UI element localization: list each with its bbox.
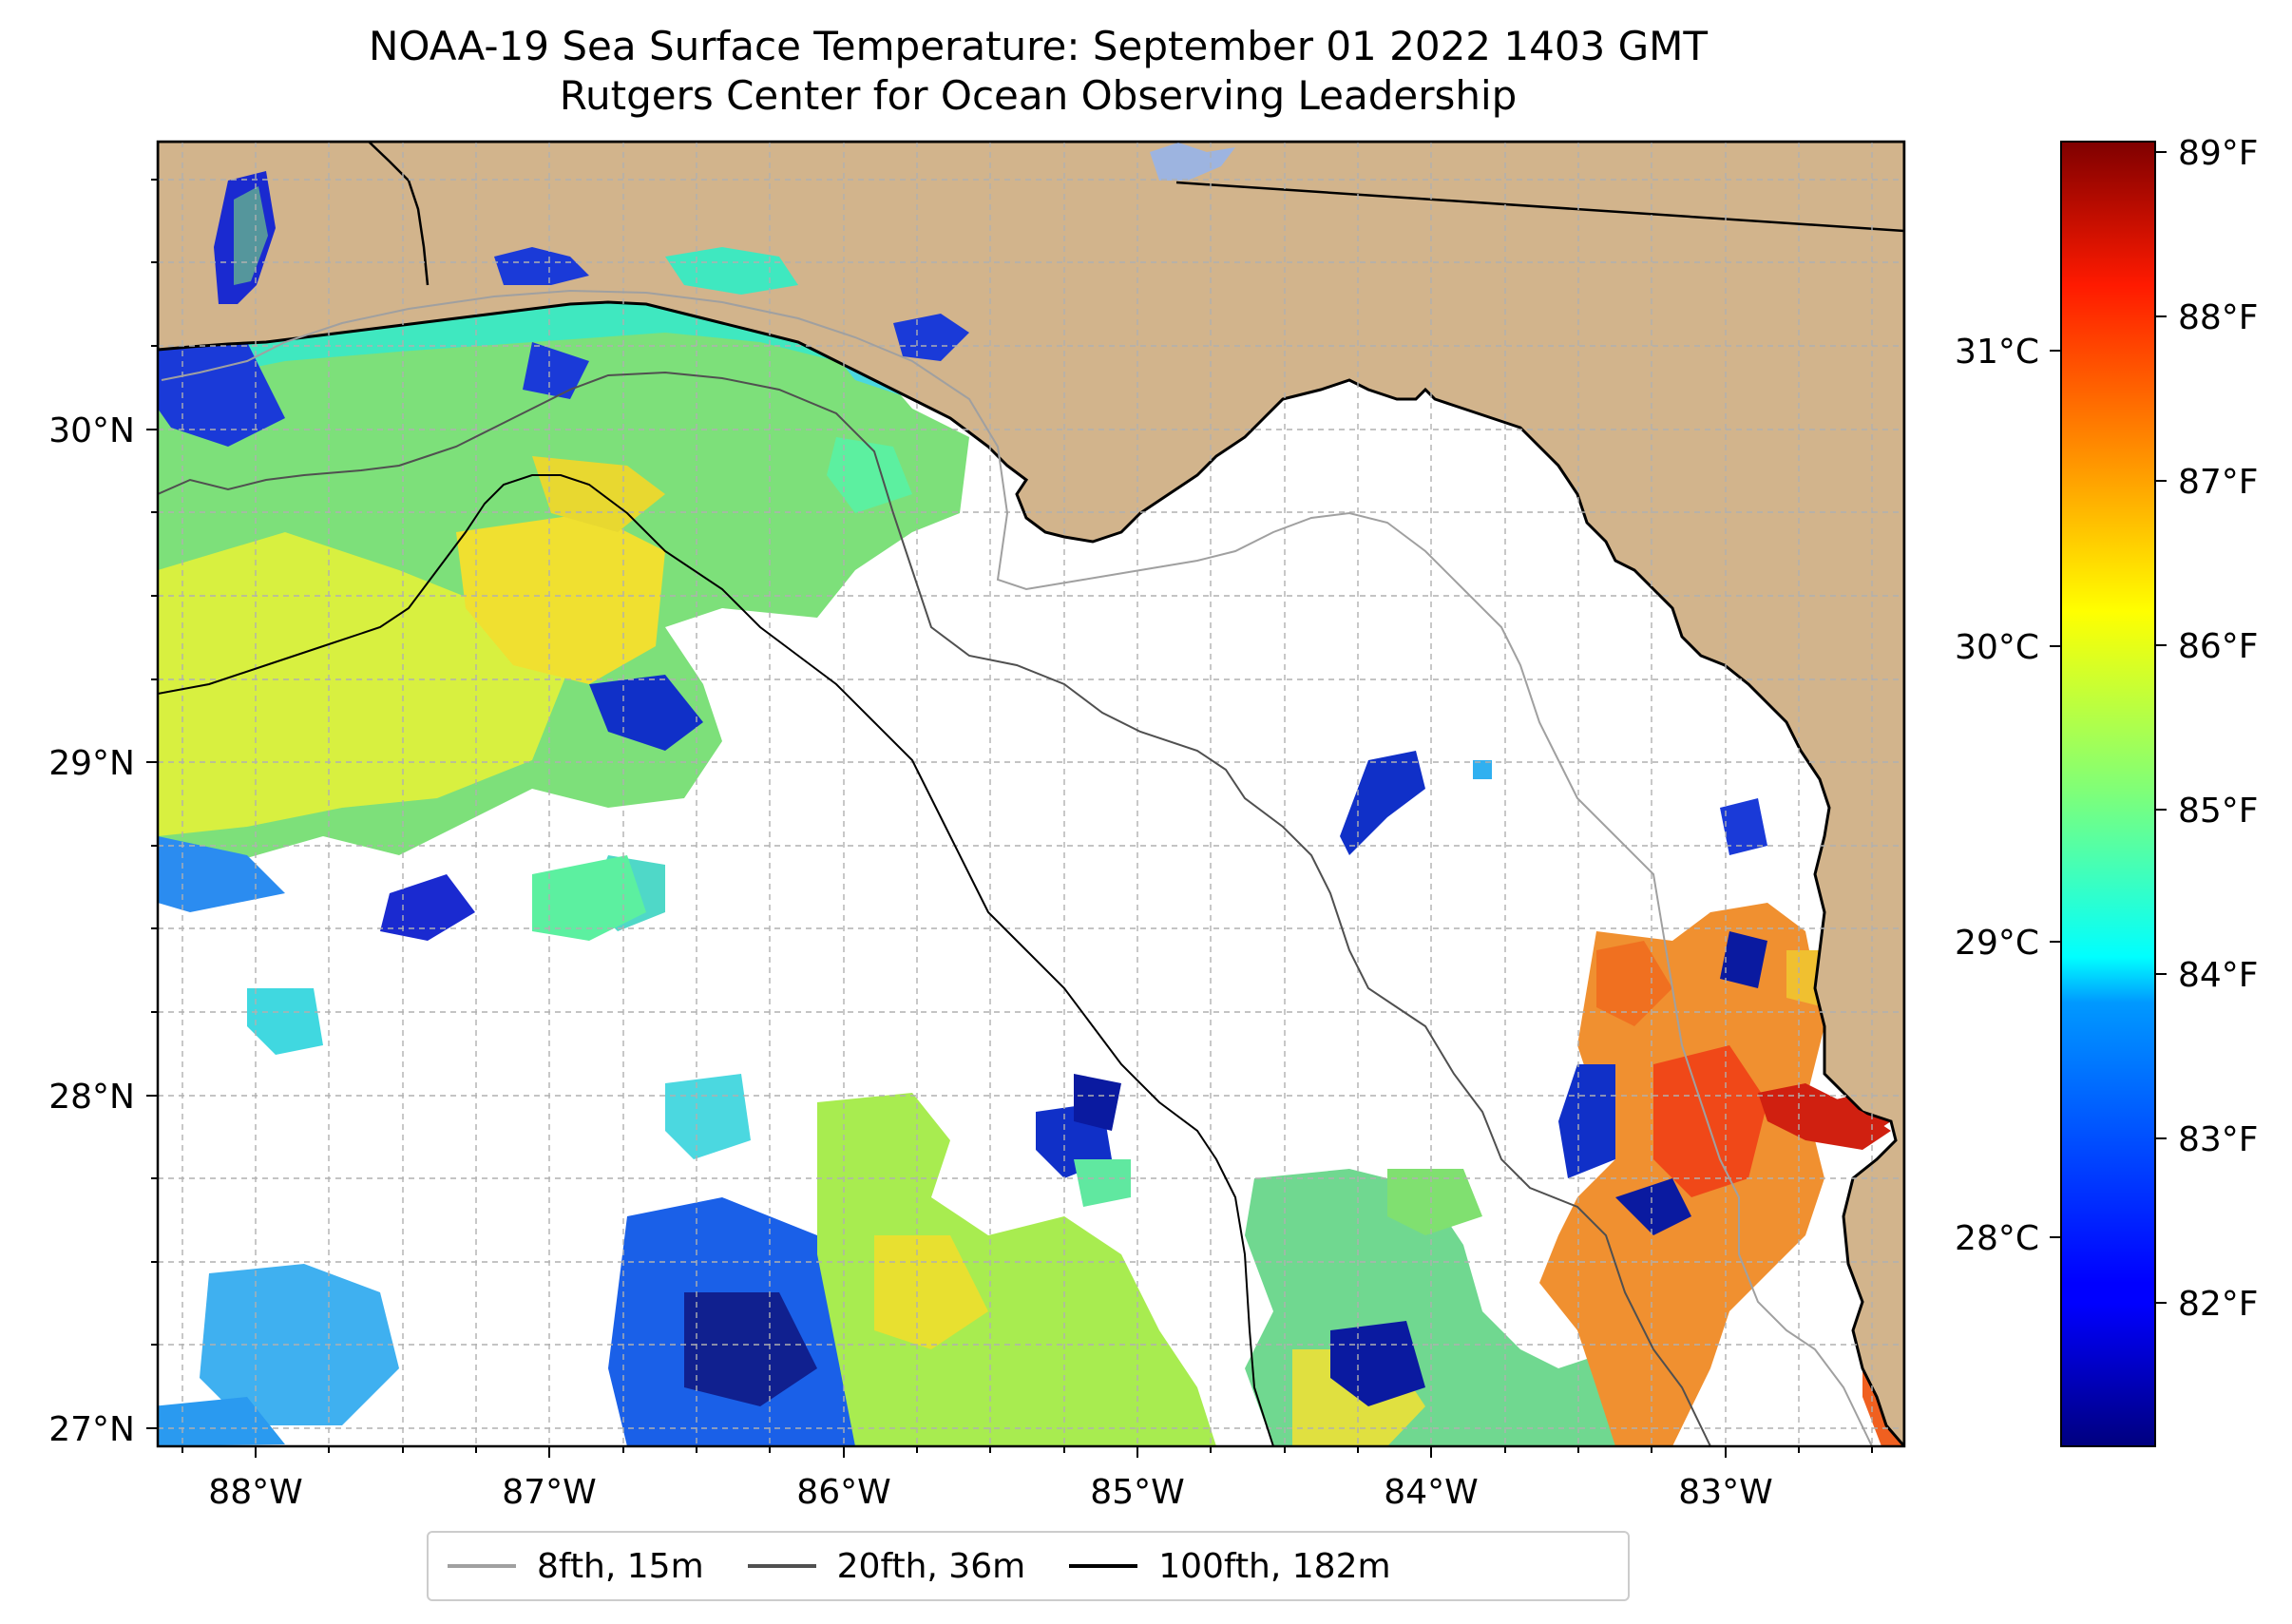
colorbar-fahrenheit-label: 86°F	[2178, 627, 2259, 666]
colorbar-frame	[2060, 141, 2156, 1447]
legend-swatch-100fth	[1069, 1564, 1138, 1568]
colorbar-fahrenheit-label: 87°F	[2178, 463, 2259, 502]
colorbar-fahrenheit-label: 85°F	[2178, 792, 2259, 831]
colorbar: 31°C 30°C 29°C 28°C 89°F 88°F 87°F 86°F …	[1955, 134, 2259, 1447]
mobile-bay-warm	[234, 186, 268, 285]
colorbar-fahrenheit-label: 83°F	[2178, 1120, 2259, 1159]
lon-label: 87°W	[502, 1473, 596, 1512]
lat-label: 27°N	[48, 1410, 135, 1449]
land-mass	[158, 142, 1904, 1446]
pensacola-bay-data	[494, 247, 589, 285]
chart-title-line-1: NOAA-19 Sea Surface Temperature: Septemb…	[368, 23, 1709, 69]
legend-item-20fth: 20fth, 36m	[747, 1546, 1026, 1586]
gridlines	[158, 142, 1904, 1446]
legend-swatch-20fth	[747, 1564, 816, 1568]
lake	[1150, 143, 1235, 181]
colorbar-celsius-label: 30°C	[1955, 628, 2039, 667]
legend-label: 20fth, 36m	[836, 1546, 1026, 1586]
isobath-20fth	[158, 371, 1711, 1446]
state-border-north	[1175, 181, 1904, 233]
isobath-100fth	[158, 474, 1274, 1446]
isobath-legend: 8fth, 15m 20fth, 36m 100fth, 182m	[427, 1531, 1630, 1601]
lat-label: 30°N	[48, 411, 135, 450]
colorbar-celsius-label: 29°C	[1955, 924, 2039, 963]
st-andrews-bay-data	[893, 314, 969, 361]
lon-label: 85°W	[1090, 1473, 1184, 1512]
lon-label: 88°W	[208, 1473, 302, 1512]
lon-label: 86°W	[796, 1473, 890, 1512]
tampa-bay-data	[1758, 1083, 1891, 1150]
sst-data-layer	[158, 276, 1904, 1446]
lon-label: 84°W	[1384, 1473, 1478, 1512]
colorbar-fahrenheit-label: 82°F	[2178, 1285, 2259, 1324]
legend-item-8fth: 8fth, 15m	[448, 1547, 704, 1586]
lon-label: 83°W	[1678, 1473, 1772, 1512]
legend-item-100fth: 100fth, 182m	[1069, 1546, 1391, 1586]
map-frame	[156, 140, 1906, 1448]
lat-label: 28°N	[48, 1078, 135, 1117]
colorbar-fahrenheit-label: 84°F	[2178, 956, 2259, 995]
colorbar-gradient	[2061, 142, 2155, 1446]
legend-label: 8fth, 15m	[537, 1546, 704, 1586]
colorbar-fahrenheit-label: 88°F	[2178, 298, 2259, 337]
state-border-west	[368, 142, 430, 286]
lat-label: 29°N	[48, 744, 135, 783]
legend-label: 100fth, 182m	[1158, 1546, 1391, 1586]
legend-swatch-8fth	[448, 1564, 516, 1568]
colorbar-celsius-label: 28°C	[1955, 1219, 2039, 1258]
map-panel	[158, 142, 1904, 1446]
chart-title-line-2: Rutgers Center for Ocean Observing Leade…	[559, 72, 1518, 119]
colorbar-fahrenheit-label: 89°F	[2178, 134, 2259, 173]
axis-ticks	[146, 179, 1873, 1458]
choctawhatchee-bay-data	[665, 247, 798, 295]
isobath-8fth	[161, 289, 1873, 1446]
colorbar-celsius-label: 31°C	[1955, 333, 2039, 372]
